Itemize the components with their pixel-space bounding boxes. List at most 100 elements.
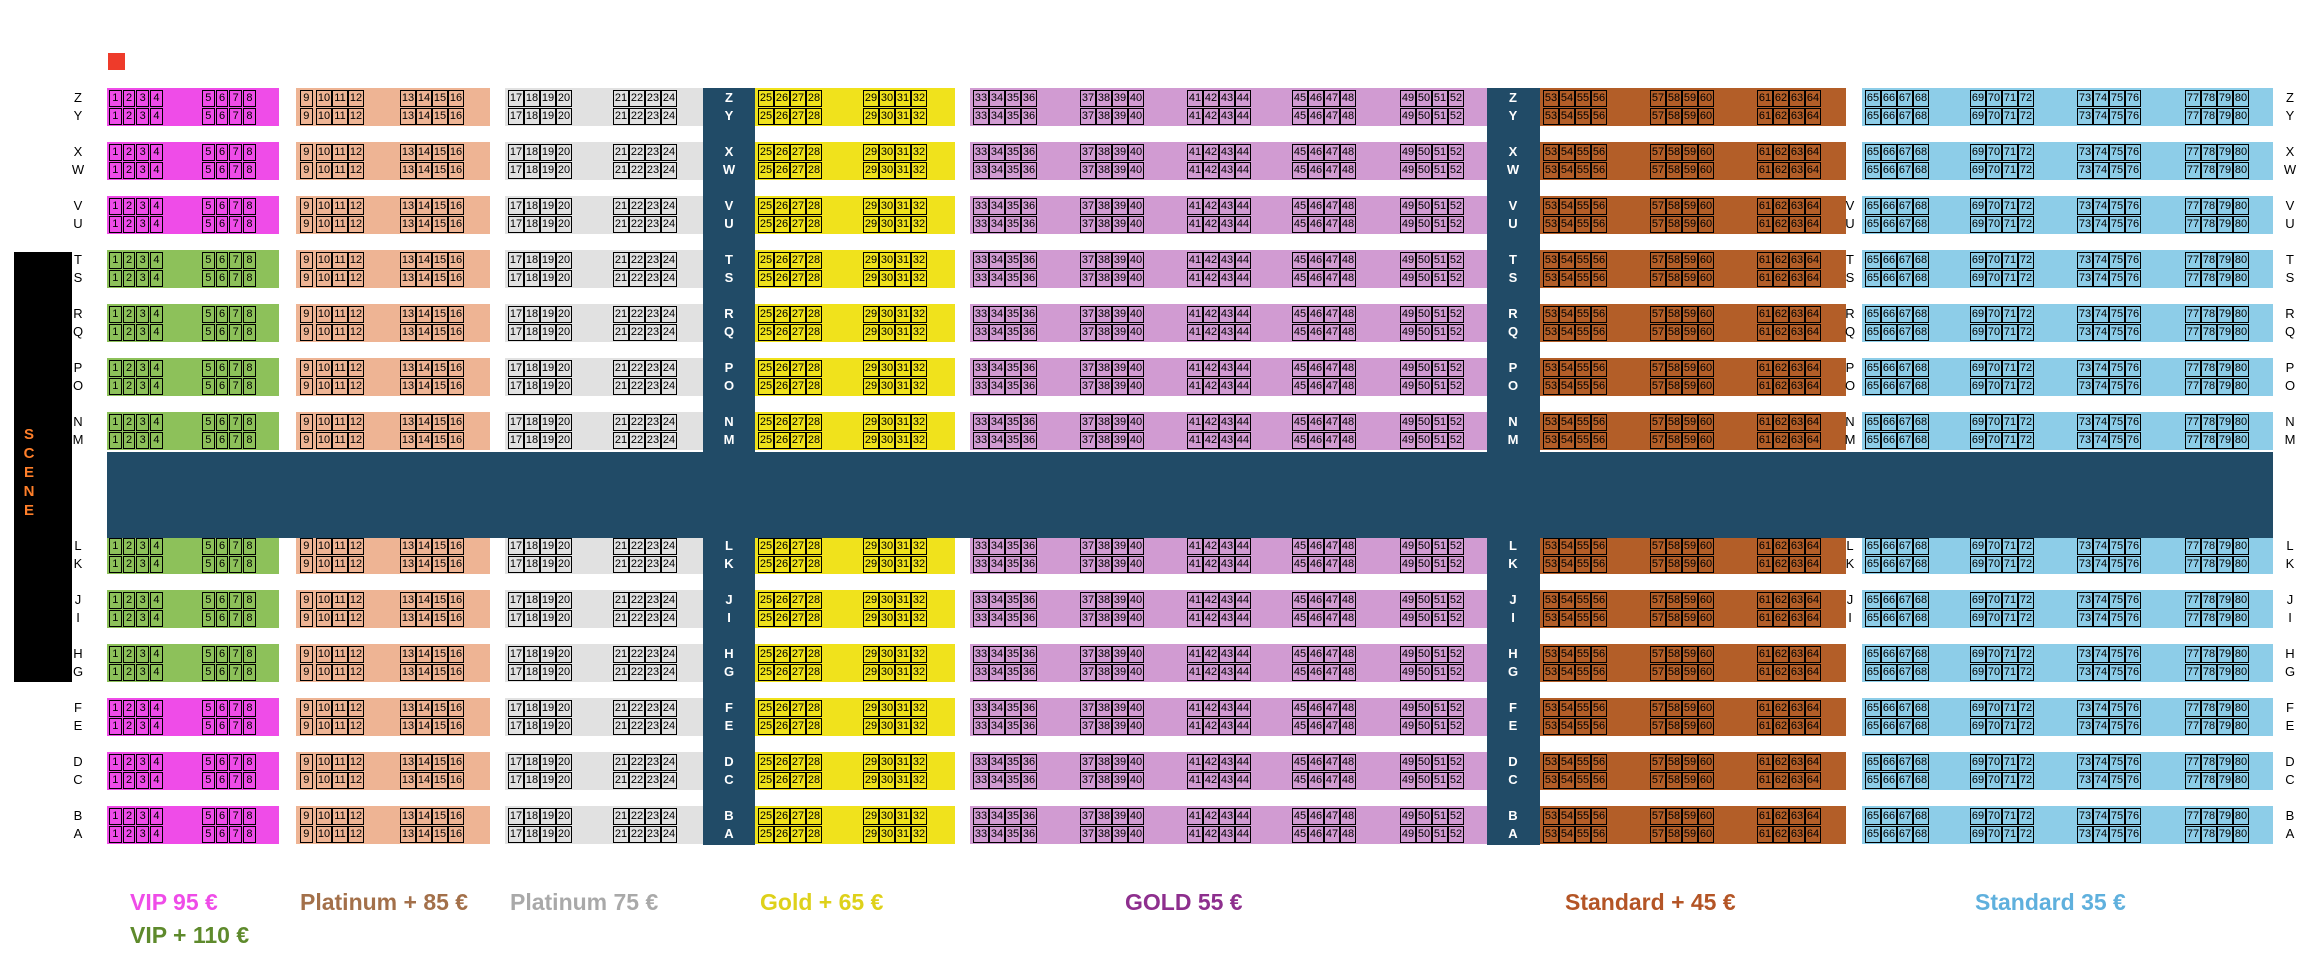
seat-T-15[interactable]: 15 (432, 252, 448, 269)
seat-G-49[interactable]: 49 (1400, 664, 1416, 681)
seat-G-20[interactable]: 20 (556, 664, 572, 681)
seat-E-12[interactable]: 12 (348, 718, 364, 735)
seat-K-47[interactable]: 47 (1324, 556, 1340, 573)
seat-O-27[interactable]: 27 (790, 378, 806, 395)
seat-D-9[interactable]: 9 (300, 754, 313, 771)
seat-K-45[interactable]: 45 (1292, 556, 1308, 573)
seat-V-57[interactable]: 57 (1650, 198, 1666, 215)
seat-Z-13[interactable]: 13 (400, 90, 416, 107)
seat-K-27[interactable]: 27 (790, 556, 806, 573)
seat-F-52[interactable]: 52 (1448, 700, 1464, 717)
seat-T-37[interactable]: 37 (1080, 252, 1096, 269)
seat-I-32[interactable]: 32 (911, 610, 927, 627)
seat-C-31[interactable]: 31 (895, 772, 911, 789)
seat-E-80[interactable]: 80 (2233, 718, 2249, 735)
seat-Q-65[interactable]: 65 (1865, 324, 1881, 341)
seat-N-16[interactable]: 16 (448, 414, 464, 431)
seat-W-37[interactable]: 37 (1080, 162, 1096, 179)
seat-H-65[interactable]: 65 (1865, 646, 1881, 663)
seat-S-74[interactable]: 74 (2093, 270, 2109, 287)
seat-Q-17[interactable]: 17 (508, 324, 524, 341)
seat-X-46[interactable]: 46 (1308, 144, 1324, 161)
seat-A-65[interactable]: 65 (1865, 826, 1881, 843)
seat-J-5[interactable]: 5 (202, 592, 215, 609)
seat-M-39[interactable]: 39 (1112, 432, 1128, 449)
seat-N-76[interactable]: 76 (2125, 414, 2141, 431)
seat-Q-20[interactable]: 20 (556, 324, 572, 341)
seat-X-76[interactable]: 76 (2125, 144, 2141, 161)
seat-N-44[interactable]: 44 (1235, 414, 1251, 431)
seat-L-42[interactable]: 42 (1203, 538, 1219, 555)
seat-I-51[interactable]: 51 (1432, 610, 1448, 627)
seat-D-64[interactable]: 64 (1805, 754, 1821, 771)
seat-M-37[interactable]: 37 (1080, 432, 1096, 449)
seat-O-56[interactable]: 56 (1591, 378, 1607, 395)
seat-I-33[interactable]: 33 (973, 610, 989, 627)
seat-F-47[interactable]: 47 (1324, 700, 1340, 717)
seat-Y-46[interactable]: 46 (1308, 108, 1324, 125)
seat-F-7[interactable]: 7 (229, 700, 243, 717)
seat-P-71[interactable]: 71 (2002, 360, 2018, 377)
seat-P-34[interactable]: 34 (989, 360, 1005, 377)
seat-S-33[interactable]: 33 (973, 270, 989, 287)
seat-G-53[interactable]: 53 (1543, 664, 1559, 681)
seat-Y-17[interactable]: 17 (508, 108, 524, 125)
seat-Y-70[interactable]: 70 (1986, 108, 2002, 125)
seat-U-35[interactable]: 35 (1005, 216, 1021, 233)
seat-X-36[interactable]: 36 (1021, 144, 1037, 161)
seat-U-74[interactable]: 74 (2093, 216, 2109, 233)
seat-V-5[interactable]: 5 (202, 198, 215, 215)
seat-U-10[interactable]: 10 (316, 216, 332, 233)
seat-P-69[interactable]: 69 (1970, 360, 1986, 377)
seat-Q-52[interactable]: 52 (1448, 324, 1464, 341)
seat-J-28[interactable]: 28 (806, 592, 822, 609)
seat-L-78[interactable]: 78 (2201, 538, 2217, 555)
seat-U-3[interactable]: 3 (136, 216, 150, 233)
seat-L-13[interactable]: 13 (400, 538, 416, 555)
seat-F-33[interactable]: 33 (973, 700, 989, 717)
seat-R-65[interactable]: 65 (1865, 306, 1881, 323)
seat-S-63[interactable]: 63 (1789, 270, 1805, 287)
seat-P-9[interactable]: 9 (300, 360, 313, 377)
seat-K-70[interactable]: 70 (1986, 556, 2002, 573)
seat-A-58[interactable]: 58 (1666, 826, 1682, 843)
seat-V-54[interactable]: 54 (1559, 198, 1575, 215)
seat-V-55[interactable]: 55 (1575, 198, 1591, 215)
seat-O-33[interactable]: 33 (973, 378, 989, 395)
seat-Y-16[interactable]: 16 (448, 108, 464, 125)
seat-R-2[interactable]: 2 (122, 306, 136, 323)
seat-T-38[interactable]: 38 (1096, 252, 1112, 269)
seat-B-73[interactable]: 73 (2077, 808, 2093, 825)
seat-X-40[interactable]: 40 (1128, 144, 1144, 161)
seat-Y-29[interactable]: 29 (863, 108, 879, 125)
seat-L-46[interactable]: 46 (1308, 538, 1324, 555)
seat-Q-60[interactable]: 60 (1698, 324, 1714, 341)
seat-A-44[interactable]: 44 (1235, 826, 1251, 843)
seat-Y-21[interactable]: 21 (613, 108, 629, 125)
seat-R-20[interactable]: 20 (556, 306, 572, 323)
seat-R-56[interactable]: 56 (1591, 306, 1607, 323)
seat-D-3[interactable]: 3 (136, 754, 150, 771)
seat-K-67[interactable]: 67 (1897, 556, 1913, 573)
seat-I-62[interactable]: 62 (1773, 610, 1789, 627)
seat-T-54[interactable]: 54 (1559, 252, 1575, 269)
seat-Q-80[interactable]: 80 (2233, 324, 2249, 341)
seat-J-38[interactable]: 38 (1096, 592, 1112, 609)
seat-P-20[interactable]: 20 (556, 360, 572, 377)
seat-S-16[interactable]: 16 (448, 270, 464, 287)
seat-I-80[interactable]: 80 (2233, 610, 2249, 627)
seat-Q-27[interactable]: 27 (790, 324, 806, 341)
seat-I-10[interactable]: 10 (316, 610, 332, 627)
seat-A-23[interactable]: 23 (645, 826, 661, 843)
seat-C-30[interactable]: 30 (879, 772, 895, 789)
seat-I-17[interactable]: 17 (508, 610, 524, 627)
seat-M-69[interactable]: 69 (1970, 432, 1986, 449)
seat-L-61[interactable]: 61 (1757, 538, 1773, 555)
seat-I-2[interactable]: 2 (122, 610, 136, 627)
seat-T-40[interactable]: 40 (1128, 252, 1144, 269)
seat-A-7[interactable]: 7 (229, 826, 243, 843)
seat-D-56[interactable]: 56 (1591, 754, 1607, 771)
seat-Z-44[interactable]: 44 (1235, 90, 1251, 107)
seat-S-66[interactable]: 66 (1881, 270, 1897, 287)
seat-X-24[interactable]: 24 (661, 144, 677, 161)
